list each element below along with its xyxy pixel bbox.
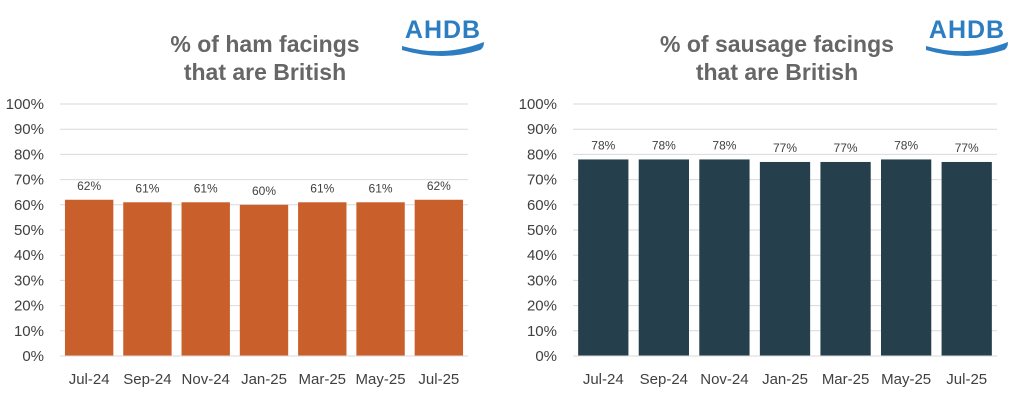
y-tick-label: 20%	[527, 298, 557, 315]
bar	[638, 159, 689, 356]
data-label: 62%	[77, 179, 101, 193]
data-label: 77%	[834, 141, 858, 155]
data-label: 62%	[427, 179, 451, 193]
data-label: 78%	[894, 138, 918, 152]
bar	[578, 159, 629, 356]
logo-swoosh-icon	[926, 42, 1008, 56]
bar	[414, 199, 464, 356]
y-tick-label: 100%	[6, 96, 44, 113]
logo-text: AHDB	[404, 16, 482, 44]
data-label: 61%	[310, 181, 334, 195]
chart-title: % of ham facings that are British	[60, 30, 470, 86]
y-tick-label: 90%	[527, 121, 557, 138]
bar	[759, 161, 811, 356]
ham-chart-panel: % of ham facings that are British AHDB 0…	[6, 16, 486, 388]
ahdb-logo: AHDB	[924, 16, 1010, 56]
x-tick-label: Jul-24	[69, 371, 110, 388]
data-label: 61%	[135, 181, 159, 195]
bar	[356, 202, 405, 356]
data-label: 60%	[252, 184, 276, 198]
sausage-chart-panel: % of sausage facings that are British AH…	[512, 0, 1024, 406]
bar	[239, 204, 289, 356]
x-tick-label: May-25	[356, 371, 406, 388]
x-tick-label: Jul-24	[583, 371, 624, 388]
y-tick-label: 50%	[14, 222, 44, 239]
sausage-bar-chart: 0% 10% 20% 30% 40% 50% 60% 70% 80% 90% 100% 78% Jul-…	[519, 96, 997, 388]
chart-title: % of sausage facings that are British	[572, 30, 982, 86]
x-tick-label: Jan-25	[241, 371, 287, 388]
x-tick-label: Mar-25	[299, 371, 347, 388]
bar	[298, 202, 347, 356]
data-label: 78%	[652, 138, 676, 152]
y-tick-label: 30%	[14, 272, 44, 289]
y-tick-label: 70%	[14, 172, 44, 189]
x-tick-label: Jan-25	[762, 371, 808, 388]
y-tick-label: 80%	[527, 146, 557, 163]
ahdb-logo: AHDB	[400, 16, 486, 56]
x-tick-label: Nov-24	[700, 371, 748, 388]
y-tick-label: 60%	[14, 197, 44, 214]
bar	[820, 161, 871, 356]
bar	[181, 202, 230, 356]
y-tick-label: 10%	[527, 323, 557, 340]
chart-title-line2: that are British	[183, 59, 347, 85]
y-tick-label: 0%	[535, 348, 557, 365]
data-label: 61%	[369, 181, 393, 195]
chart-title-line1: % of ham facings	[170, 31, 360, 57]
data-label: 78%	[712, 138, 736, 152]
chart-title-line1: % of sausage facings	[660, 31, 894, 57]
y-tick-label: 60%	[527, 197, 557, 214]
y-tick-label: 90%	[14, 121, 44, 138]
bar	[881, 159, 932, 356]
y-tick-label: 40%	[14, 247, 44, 264]
x-tick-label: Jul-25	[418, 371, 459, 388]
data-label: 77%	[955, 141, 979, 155]
x-tick-label: Nov-24	[182, 371, 230, 388]
data-label: 61%	[194, 181, 218, 195]
data-label: 77%	[773, 141, 797, 155]
x-tick-label: May-25	[881, 371, 931, 388]
x-tick-label: Mar-25	[822, 371, 870, 388]
y-tick-label: 70%	[527, 172, 557, 189]
y-tick-label: 30%	[527, 272, 557, 289]
logo-text: AHDB	[928, 16, 1006, 44]
x-tick-label: Sep-24	[640, 371, 688, 388]
logo-swoosh-icon	[402, 42, 484, 56]
bar	[64, 199, 114, 356]
x-tick-label: Jul-25	[946, 371, 987, 388]
y-tick-label: 100%	[519, 96, 557, 113]
y-tick-label: 0%	[22, 348, 44, 365]
y-tick-label: 50%	[527, 222, 557, 239]
y-tick-label: 20%	[14, 298, 44, 315]
chart-title-line2: that are British	[695, 59, 859, 85]
data-label: 78%	[591, 138, 615, 152]
y-tick-label: 80%	[14, 146, 44, 163]
bar	[123, 202, 172, 356]
y-tick-label: 40%	[527, 247, 557, 264]
y-tick-label: 10%	[14, 323, 44, 340]
ham-bar-chart: 0% 10% 20% 30% 40% 50% 60% 70% 80% 90% 100% 62% Jul-…	[6, 96, 468, 388]
bar	[941, 161, 992, 356]
x-tick-label: Sep-24	[123, 371, 171, 388]
bar	[699, 159, 750, 356]
